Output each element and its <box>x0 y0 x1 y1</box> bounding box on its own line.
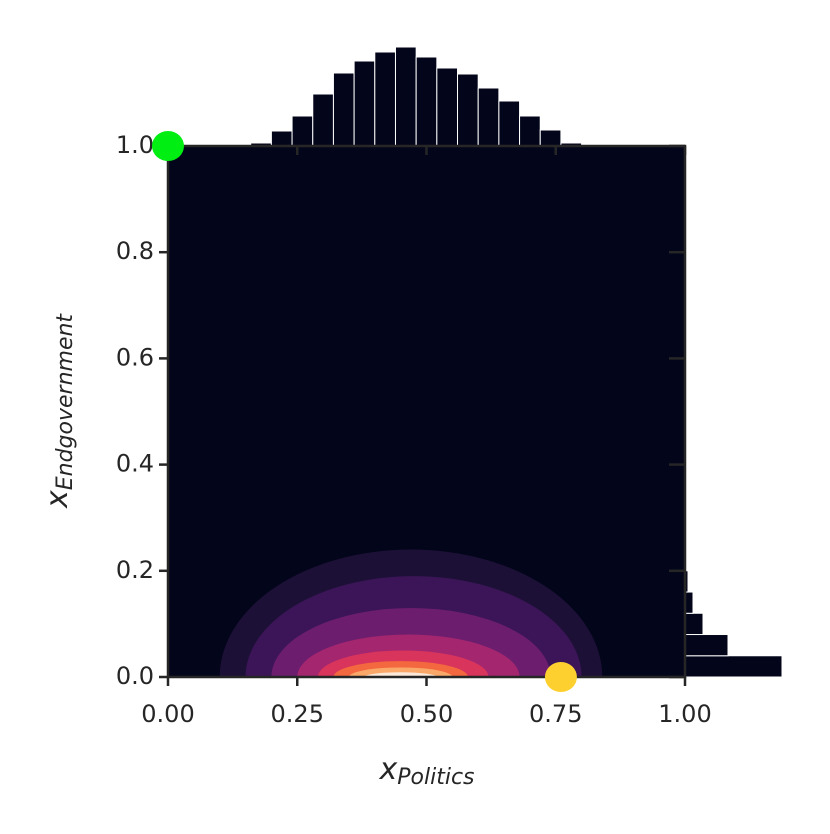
histogram-bar <box>519 115 541 147</box>
histogram-bar <box>415 56 438 147</box>
y-tick-label: 0.8 <box>116 237 154 265</box>
histogram-bar <box>353 60 376 147</box>
histogram-bar <box>291 115 314 147</box>
x-axis-label: xPolitics <box>378 752 474 791</box>
histogram-bar <box>270 130 293 147</box>
histogram-bar <box>498 100 521 147</box>
x-tick-label: 0.00 <box>141 700 194 728</box>
histogram-bar <box>394 46 417 147</box>
y-tick-label: 0.0 <box>116 662 154 690</box>
x-tick-label: 1.00 <box>658 700 711 728</box>
y-axis-label: xEndgovernment <box>40 313 79 509</box>
y-label-subscript: Endgovernment <box>53 313 78 491</box>
y-label-main: x <box>40 490 75 509</box>
x-label-subscript: Politics <box>397 765 474 790</box>
histogram-bar <box>684 634 729 657</box>
y-tick-label: 0.4 <box>116 450 154 478</box>
histogram-bar <box>457 73 479 147</box>
x-tick-label: 0.25 <box>271 700 324 728</box>
histogram-bar <box>374 51 396 147</box>
y-tick-label: 0.2 <box>116 556 154 584</box>
y-tick-label: 0.6 <box>116 343 154 371</box>
plot-area <box>168 146 685 677</box>
histogram-bar <box>332 72 355 147</box>
histogram-bar <box>312 93 334 147</box>
histogram-bar <box>684 612 704 636</box>
x-tick-label: 0.50 <box>400 700 453 728</box>
point <box>544 662 577 692</box>
point <box>152 131 184 161</box>
x-tick-label: 0.75 <box>529 700 582 728</box>
histogram-bar <box>539 129 562 147</box>
histogram-bar <box>684 655 783 678</box>
x-label-main: x <box>378 752 397 787</box>
histogram-bar <box>477 87 500 147</box>
histogram-bar <box>436 67 459 147</box>
y-tick-label: 1.0 <box>116 131 154 159</box>
